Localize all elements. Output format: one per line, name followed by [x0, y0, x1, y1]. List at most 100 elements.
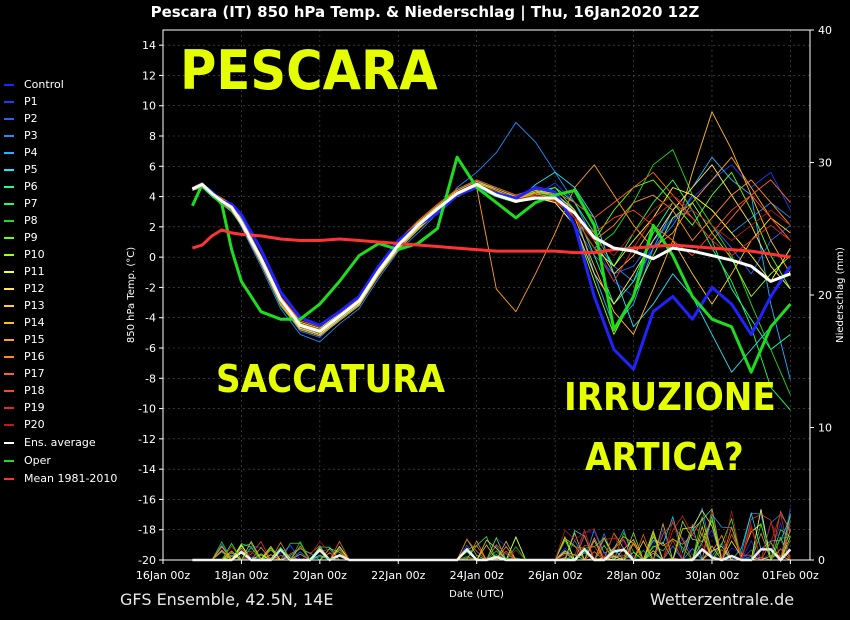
legend-swatch [4, 219, 14, 222]
x-tick-label: 18Jan 00z [214, 569, 268, 582]
legend-item: P16 [4, 348, 117, 365]
legend-label: P12 [24, 282, 45, 295]
legend-swatch [4, 338, 14, 341]
y2-tick-label: 30 [818, 157, 832, 170]
legend-item: P9 [4, 229, 117, 246]
legend-swatch [4, 100, 14, 103]
footer-source: Wetterzentrale.de [650, 590, 795, 609]
legend-item: P19 [4, 399, 117, 416]
x-tick-label: 26Jan 00z [528, 569, 582, 582]
y-tick-label: -12 [138, 433, 156, 446]
temp-line-mean-1981-2010 [191, 228, 791, 259]
legend-label: P17 [24, 367, 45, 380]
footer-model: GFS Ensemble, 42.5N, 14E [120, 590, 334, 609]
legend-swatch [4, 321, 14, 324]
x-tick-label: 22Jan 00z [371, 569, 425, 582]
legend-item: P20 [4, 416, 117, 433]
chart-axes: 14121086420-2-4-6-8-10-12-14-16-18-20403… [126, 24, 846, 600]
legend-item: P11 [4, 263, 117, 280]
legend-swatch [4, 287, 14, 290]
temp-line-p11 [192, 184, 791, 332]
legend-item: Mean 1981-2010 [4, 470, 117, 487]
legend-item: P6 [4, 178, 117, 195]
legend-item: P10 [4, 246, 117, 263]
y2-tick-label: 20 [818, 289, 832, 302]
legend-swatch [4, 423, 14, 426]
legend-label: P1 [24, 95, 38, 108]
legend-label: P16 [24, 350, 45, 363]
legend-item: P3 [4, 127, 117, 144]
legend-item: P17 [4, 365, 117, 382]
precip-line-p8 [192, 516, 791, 562]
legend-label: P11 [24, 265, 45, 278]
legend-swatch [4, 202, 14, 205]
temp-line-ens-average [191, 183, 791, 333]
legend-label: P4 [24, 146, 38, 159]
legend-swatch [4, 185, 14, 188]
y-tick-label: -4 [145, 312, 156, 325]
legend-swatch [4, 168, 14, 171]
y2-axis-label: Niederschlag (mm) [835, 247, 846, 343]
temp-line-p20 [192, 184, 791, 332]
legend-swatch [4, 389, 14, 392]
legend-label: P9 [24, 231, 38, 244]
legend-label: Control [24, 78, 64, 91]
y-tick-label: -16 [138, 493, 156, 506]
legend-item: P4 [4, 144, 117, 161]
x-tick-label: 24Jan 00z [450, 569, 504, 582]
annotation-city: PESCARA [180, 39, 438, 102]
y-tick-label: 8 [149, 130, 156, 143]
legend-label: P8 [24, 214, 38, 227]
legend-item: P7 [4, 195, 117, 212]
legend-swatch [4, 477, 14, 480]
temp-line-p19 [192, 184, 791, 332]
x-tick-label: 28Jan 00z [606, 569, 660, 582]
legend-label: P20 [24, 418, 45, 431]
legend: Control P1 P2 P3 P4 P5 P6 P7 P8 P9 P10 P11 P12 P13 P14… [4, 76, 117, 487]
temp-line-control [191, 183, 792, 371]
legend-label: P5 [24, 163, 38, 176]
legend-label: P13 [24, 299, 45, 312]
legend-label: P3 [24, 129, 38, 142]
legend-swatch [4, 83, 14, 86]
legend-swatch [4, 304, 14, 307]
x-tick-label: 01Feb 00z [762, 569, 819, 582]
legend-label: Ens. average [24, 436, 96, 449]
y-tick-label: 2 [149, 221, 156, 234]
legend-item: P1 [4, 93, 117, 110]
annotation-arctic: ARTICA? [585, 435, 744, 479]
y-tick-label: -8 [145, 372, 156, 385]
legend-item: P18 [4, 382, 117, 399]
y-tick-label: 12 [142, 69, 156, 82]
legend-swatch [4, 441, 14, 444]
legend-item: P12 [4, 280, 117, 297]
legend-label: P15 [24, 333, 45, 346]
legend-label: P2 [24, 112, 38, 125]
legend-swatch [4, 406, 14, 409]
legend-swatch [4, 134, 14, 137]
y2-tick-label: 10 [818, 422, 832, 435]
legend-label: P10 [24, 248, 45, 261]
temp-line-p5 [192, 171, 791, 373]
legend-item: P2 [4, 110, 117, 127]
legend-swatch [4, 459, 14, 462]
y-tick-label: -6 [145, 342, 156, 355]
y-axis-label: 850 hPa Temp. (°C) [126, 247, 137, 343]
legend-item: Oper [4, 452, 117, 469]
legend-label: P18 [24, 384, 45, 397]
temp-line-p6 [192, 184, 791, 350]
chart-grid [162, 30, 810, 561]
legend-item: P5 [4, 161, 117, 178]
y-tick-label: -20 [138, 554, 156, 567]
x-tick-label: 16Jan 00z [136, 569, 190, 582]
temp-line-oper [191, 155, 792, 374]
temp-series [191, 111, 792, 411]
legend-item: Control [4, 76, 117, 93]
y-tick-label: 6 [149, 160, 156, 173]
y-tick-label: -14 [138, 463, 156, 476]
y-tick-label: -18 [138, 524, 156, 537]
legend-swatch [4, 270, 14, 273]
legend-swatch [4, 372, 14, 375]
chart-title: Pescara (IT) 850 hPa Temp. & Niederschla… [150, 3, 700, 21]
legend-item: Ens. average [4, 434, 117, 451]
